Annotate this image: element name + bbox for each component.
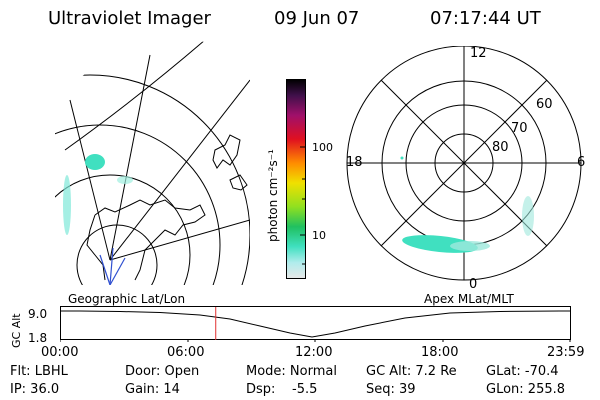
polar-plot [346,46,582,281]
lon-line [109,79,250,261]
altitude-curve [61,310,570,338]
timeline-tick-1800: 18:00 [421,345,459,360]
colorbar-tick-10: 10 [312,229,326,242]
geographic-map [55,40,250,285]
mlt-label-12: 12 [470,46,487,61]
meridian-marker [99,254,111,285]
aurora-blob [85,154,105,170]
dsp-value: -5.5 [292,382,318,397]
mlt-label-6: 6 [577,155,586,170]
glon-info: GLon: 255.8 [486,382,566,397]
mlt-label-18: 18 [346,155,363,170]
coastline [229,174,248,191]
app-title: Ultraviolet Imager [48,8,211,29]
seq-info: Seq: 39 [366,382,416,397]
geographic-caption: Geographic Lat/Lon [68,292,186,306]
aurora-oval [450,241,490,251]
date-label: 09 Jun 07 [274,8,360,29]
dsp-label: Dsp: [246,382,276,397]
aurora-oval [522,196,534,236]
mlat-label-80: 80 [492,140,509,155]
lon-line [109,54,151,261]
timeline-tick-0000: 00:00 [41,345,79,360]
lat-circle [55,124,221,285]
aurora-blob [117,176,133,184]
mlt-label-0: 0 [469,277,478,292]
mlat-label-70: 70 [511,121,528,136]
lon-line [69,99,111,261]
gc-alt-info: GC Alt: 7.2 Re [366,364,457,379]
gain-info: Gain: 14 [125,382,180,397]
mode-info: Mode: Normal [246,364,337,379]
timeline-tick-0600: 06:00 [167,345,205,360]
colorbar [286,79,306,279]
timeline-plot [60,306,571,342]
filter-info: Flt: LBHL [10,364,68,379]
colorbar-tick-100: 100 [312,141,333,154]
mlat-label-60: 60 [536,97,553,112]
timeline-y-high: 9.0 [28,307,48,321]
lon-line [109,219,250,261]
coastline [86,199,206,281]
apex-caption: Apex MLat/MLT [424,292,514,306]
ip-info: IP: 36.0 [10,382,60,397]
colorbar-unit-label: photon cm⁻²s⁻¹ [266,149,280,242]
timeline-tick-1200: 12:00 [295,345,333,360]
glat-info: GLat: -70.4 [486,364,559,379]
lat-circle [55,174,191,285]
lon-line [64,40,206,151]
meridian-marker [109,247,114,285]
timeline-ylabel: GC Alt [10,313,23,348]
time-label: 07:17:44 UT [430,8,541,29]
aurora-speck [400,156,404,160]
lat-circle [55,74,250,285]
door-info: Door: Open [125,364,200,379]
timeline-y-low: 1.8 [28,331,48,345]
aurora-blob [63,175,71,235]
meridian-marker [109,257,126,285]
timeline-tick-2359: 23:59 [547,345,585,360]
coastline [212,134,241,169]
